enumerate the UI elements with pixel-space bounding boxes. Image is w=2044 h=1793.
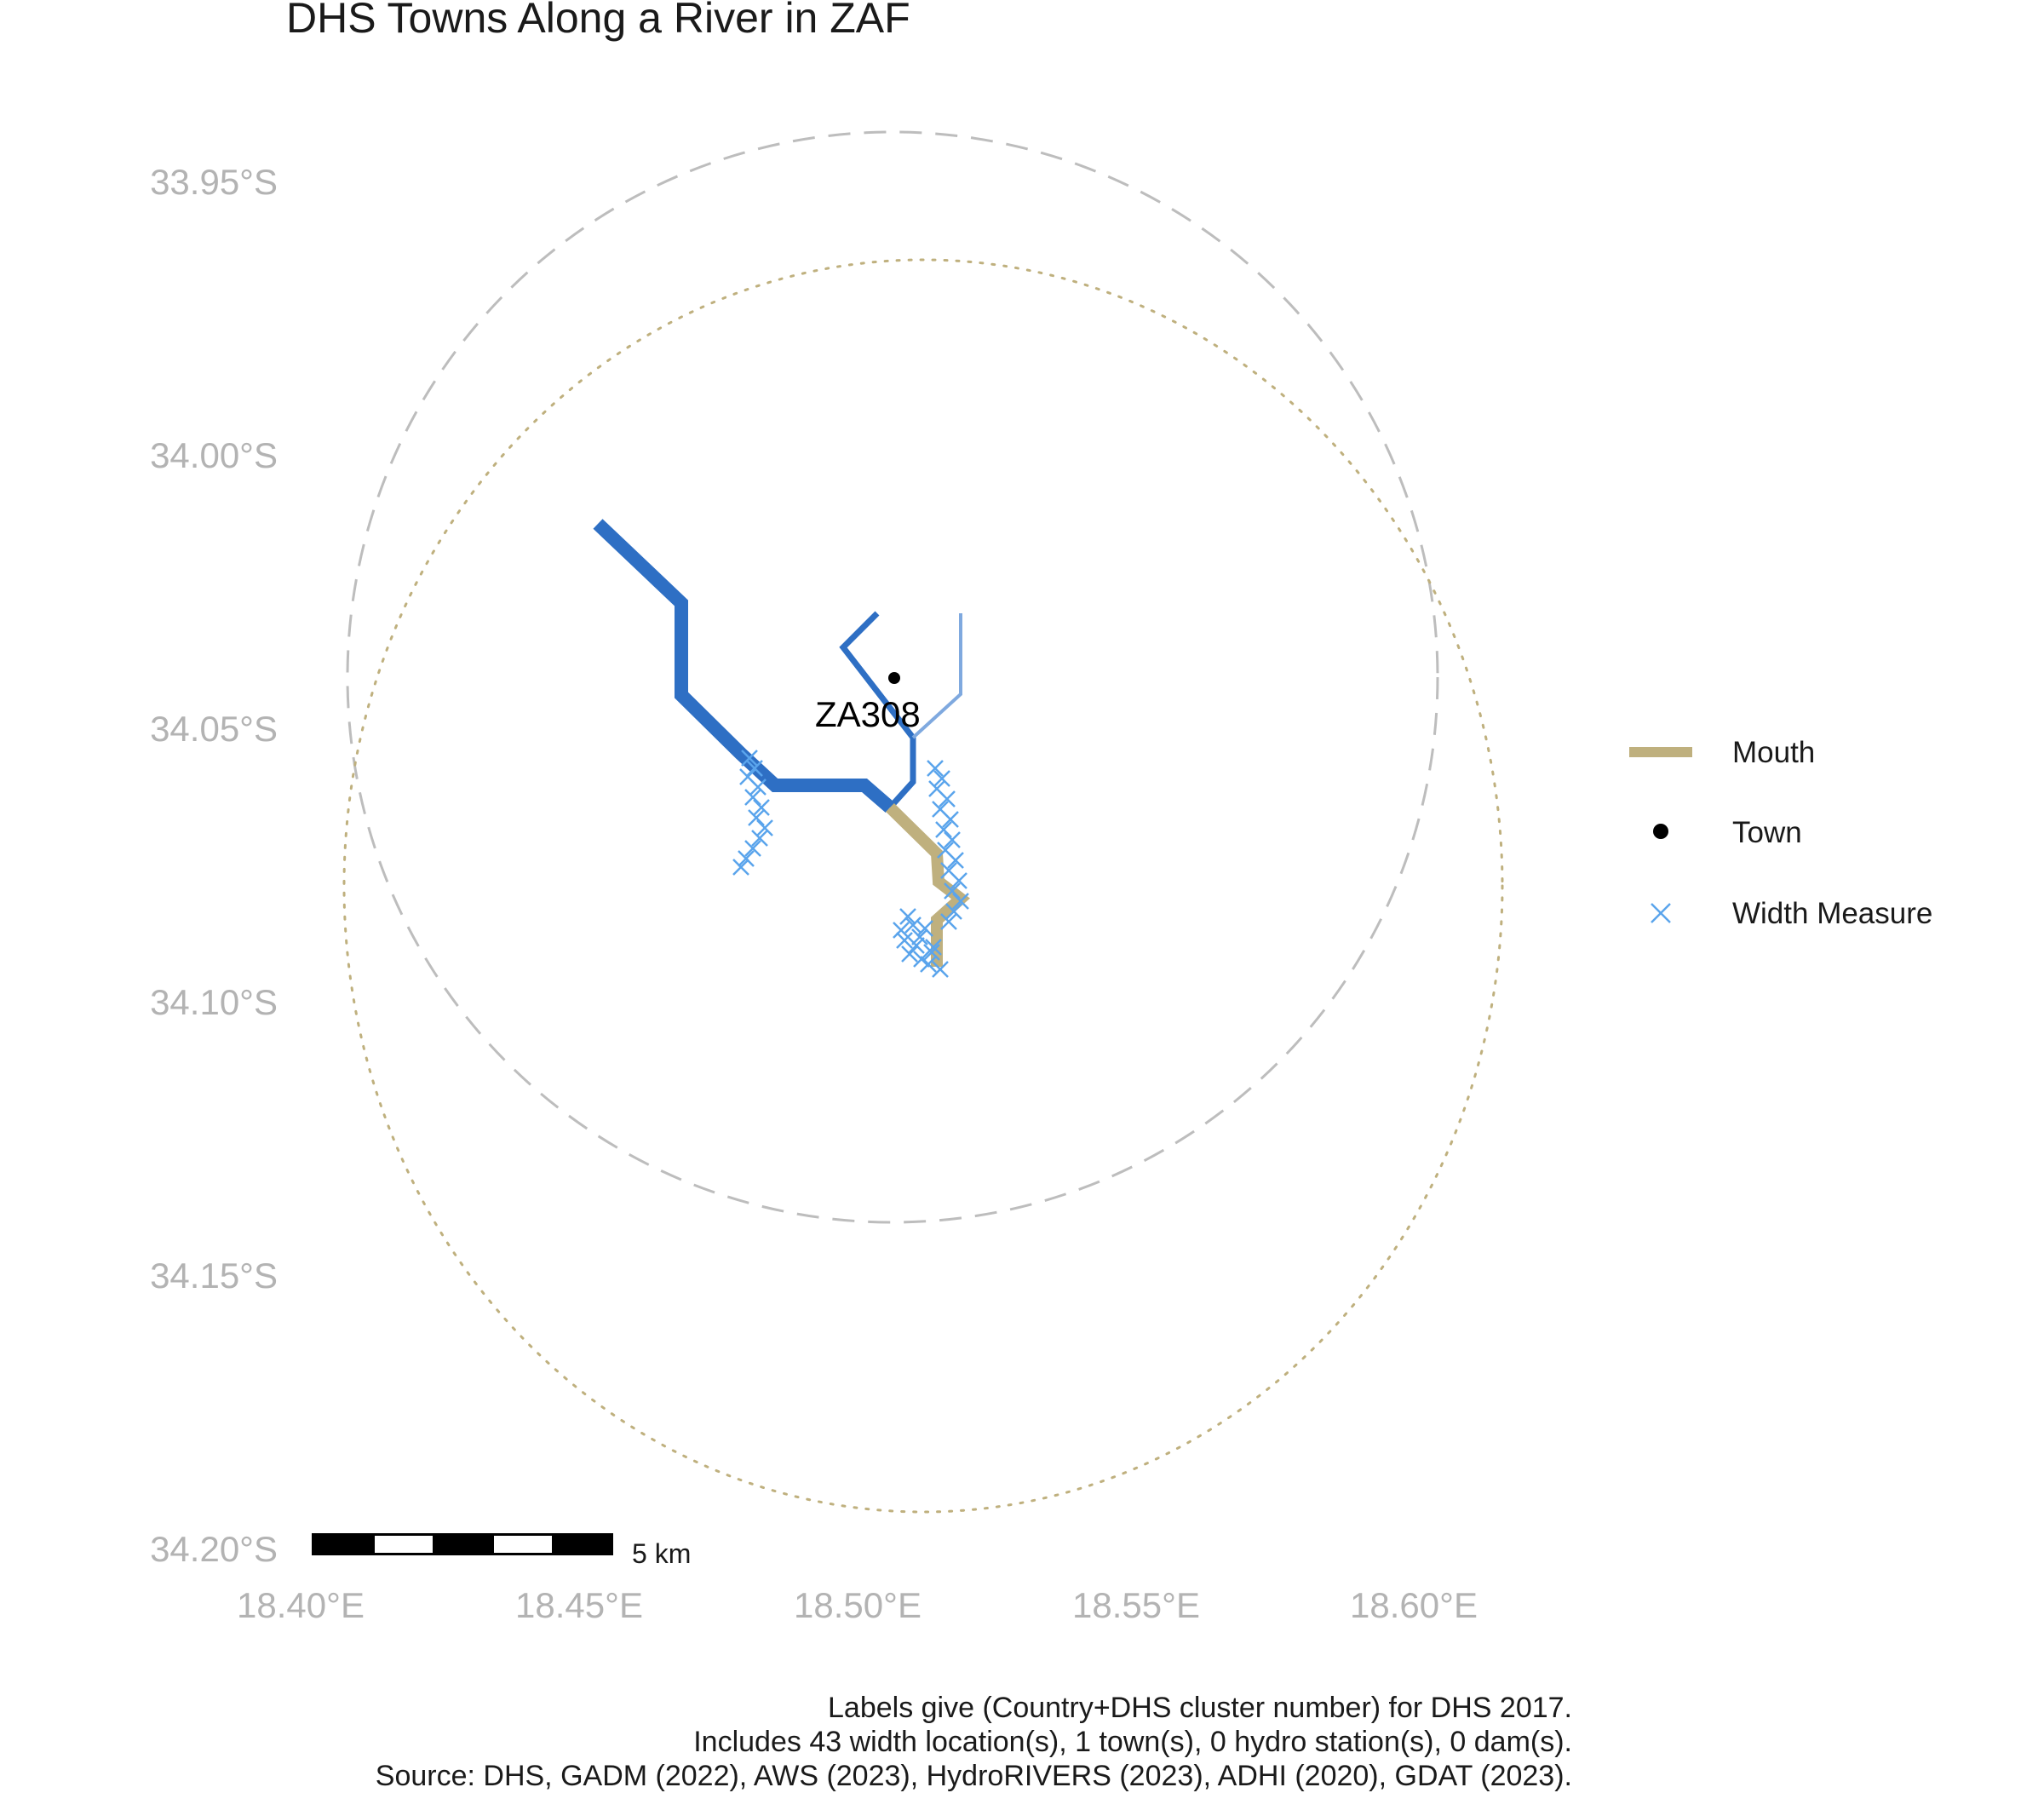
y-tick-label: 34.20°S (150, 1529, 278, 1569)
caption-line: Source: DHS, GADM (2022), AWS (2023), Hy… (375, 1760, 1572, 1792)
river-mouth-segment (886, 803, 970, 967)
y-tick-label: 34.10°S (150, 982, 278, 1022)
width-measure-cross (893, 922, 910, 939)
width-measure-cross (916, 920, 933, 937)
river-main-channel (593, 519, 895, 813)
width-measure-cross (746, 760, 763, 777)
buffer-circle-dashed (346, 130, 1439, 1224)
y-tick-label: 34.05°S (150, 709, 278, 749)
width-measure-cross (933, 770, 950, 787)
width-measure-cross (942, 811, 959, 828)
width-measure-cross (952, 893, 969, 910)
x-tick-label: 18.55°E (1072, 1585, 1200, 1625)
map-caption: Labels give (Country+DHS cluster number)… (376, 1691, 1572, 1793)
width-measure-cross (911, 928, 928, 945)
buffer-circle-dotted (342, 258, 1504, 1514)
width-measure-cross (923, 944, 940, 961)
width-measure-cross (944, 882, 961, 899)
town-label: ZA308 (815, 694, 921, 734)
river-tributary-light (911, 613, 962, 739)
width-measure-cross (944, 831, 961, 848)
width-measure-cross (935, 821, 952, 838)
width-measure-cross (939, 790, 956, 807)
width-measure-cross (940, 913, 957, 930)
width-measure-cross (899, 908, 916, 925)
width-measure-cross (738, 850, 755, 867)
scale-bar-white-2 (494, 1536, 552, 1553)
caption-line: Includes 43 width location(s), 1 town(s)… (693, 1726, 1572, 1758)
width-measure-cross (947, 852, 964, 869)
width-measure-cross (753, 799, 770, 816)
town-point (888, 672, 900, 684)
width-measure-cross (749, 779, 766, 796)
width-measure-cross (932, 961, 949, 978)
x-tick-label: 18.45°E (515, 1585, 643, 1625)
legend-key-town (1653, 824, 1668, 839)
x-tick-label: 18.40°E (237, 1585, 365, 1625)
width-measure-cross (920, 956, 937, 973)
width-measure-cross (945, 903, 962, 920)
y-tick-label: 34.00°S (150, 435, 278, 475)
scale-bar (312, 1533, 613, 1555)
x-tick-label: 18.50°E (794, 1585, 922, 1625)
scale-bar-white-1 (375, 1536, 433, 1553)
legend-label-mouth: Mouth (1732, 736, 1816, 769)
width-measure-cross (732, 859, 749, 876)
scale-bar-label: 5 km (632, 1538, 692, 1569)
width-measure-cross (927, 760, 944, 777)
width-measure-cross (896, 932, 913, 949)
legend-label-town: Town (1732, 816, 1802, 849)
width-measure-cross (904, 917, 922, 934)
width-measure-cross (901, 945, 918, 963)
width-measure-cross (744, 840, 761, 857)
legend-key-width-measure (1651, 903, 1671, 923)
y-tick-label: 34.15°S (150, 1256, 278, 1296)
width-measure-cross (748, 809, 765, 826)
map-title: DHS Towns Along a River in ZAF (286, 0, 910, 42)
width-measure-cross (925, 939, 942, 956)
legend-label-width-measure: Width Measure (1732, 897, 1933, 930)
width-measure-cross (751, 830, 768, 847)
x-tick-label: 18.60°E (1350, 1585, 1478, 1625)
width-measure-cross (908, 937, 925, 954)
y-tick-label: 33.95°S (150, 162, 278, 202)
scale-bar-frame (312, 1533, 613, 1555)
width-measure-cross (744, 789, 761, 806)
width-measure-markers (732, 750, 969, 978)
caption-line: Labels give (Country+DHS cluster number)… (828, 1692, 1572, 1724)
width-measure-cross (756, 819, 773, 836)
width-measure-cross (741, 750, 758, 767)
width-measure-cross (950, 872, 967, 889)
